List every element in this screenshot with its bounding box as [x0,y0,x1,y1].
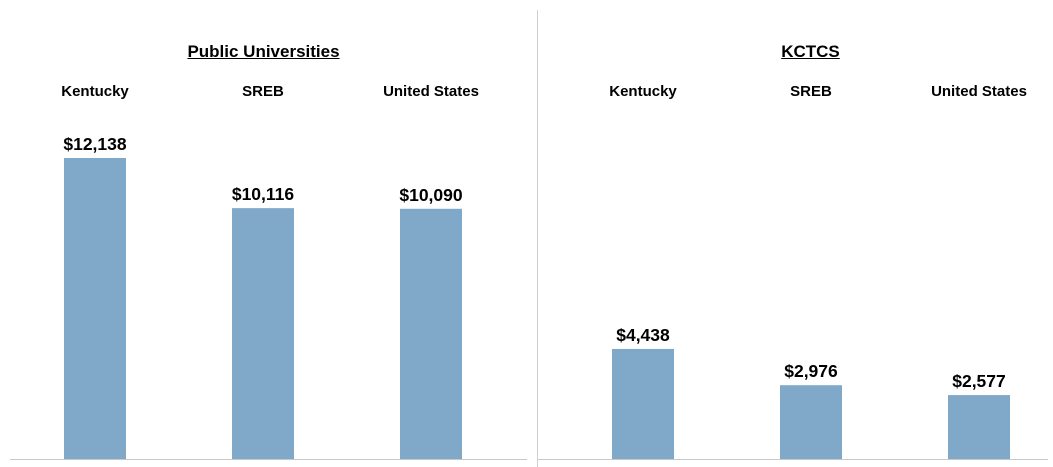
value-label: $10,116 [232,184,295,204]
category-label: United States [931,83,1027,100]
value-label: $4,438 [616,325,670,345]
bar-united-states [400,208,462,459]
category-label: Kentucky [61,83,129,100]
bar-united-states [948,395,1010,459]
kctcs-chart: Kentucky $4,438 SREB $2,976 United States $2,… [538,83,1048,460]
value-label: $2,577 [952,371,1006,391]
category-label: SREB [242,83,284,100]
public-universities-chart: Kentucky $12,138 SREB $10,116 United States $… [10,83,527,460]
category-label: SREB [790,83,832,100]
value-label: $10,090 [399,185,463,205]
kctcs-panel: KCTCS Kentucky $4,438 SREB $2,976 United Sta… [538,0,1053,467]
chart-title: KCTCS [781,42,840,61]
public-universities-panel: Public Universities Kentucky $12,138 SREB $… [10,42,527,460]
panel-divider [537,10,538,467]
category-label: United States [383,83,479,100]
value-label: $2,976 [784,361,838,381]
bar-sreb [780,385,842,459]
chart-title: Public Universities [187,42,340,61]
bar-kentucky [612,348,674,459]
value-label: $12,138 [63,134,127,154]
bar-sreb [232,208,294,459]
category-label: Kentucky [609,83,677,100]
bar-kentucky [64,158,126,459]
